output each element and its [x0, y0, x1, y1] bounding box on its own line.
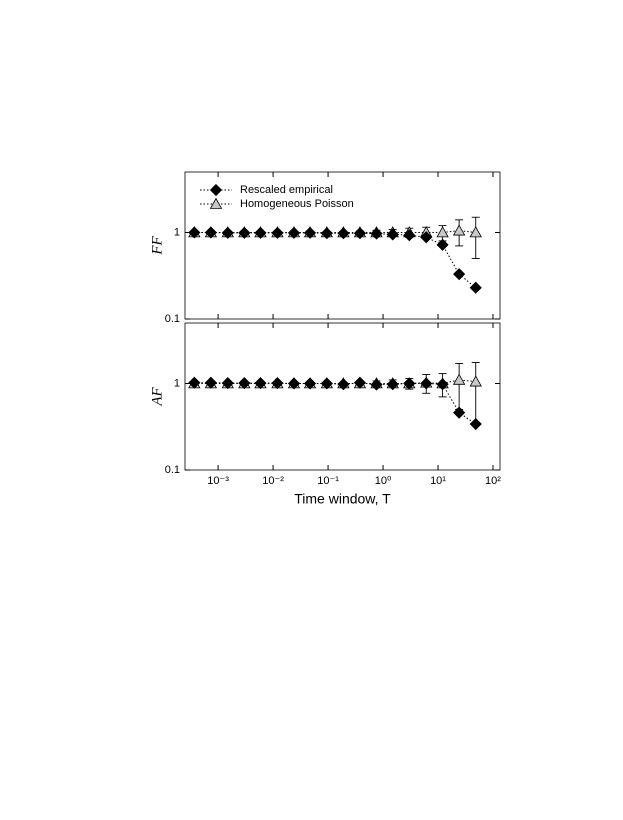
- legend-label: Homogeneous Poisson: [240, 198, 354, 210]
- diamond-marker: [453, 268, 466, 281]
- series: [188, 216, 482, 259]
- diamond-marker: [188, 226, 201, 239]
- diamond-marker: [254, 226, 267, 239]
- diamond-marker: [204, 376, 217, 389]
- diamond-marker: [221, 377, 234, 390]
- diamond-marker: [353, 376, 367, 389]
- legend-label: Rescaled empirical: [240, 184, 333, 196]
- x-tick-label: 10¹: [430, 475, 446, 487]
- diamond-marker: [209, 183, 223, 197]
- diamond-marker: [320, 377, 333, 390]
- series-line: [194, 382, 477, 425]
- diamond-marker: [436, 238, 449, 251]
- x-tick-label: 10⁰: [375, 475, 392, 487]
- x-tick-label: 10²: [485, 475, 501, 487]
- diamond-marker: [238, 377, 251, 390]
- x-tick-label: 10⁻²: [262, 475, 284, 487]
- y-tick-label: 1: [174, 226, 180, 238]
- series-line: [194, 231, 477, 289]
- diamond-marker: [353, 227, 367, 240]
- triangle-marker: [469, 226, 482, 238]
- series: [188, 226, 482, 294]
- x-tick-label: 10⁻¹: [317, 475, 339, 487]
- diamond-marker: [453, 406, 466, 419]
- y-tick-label: 1: [174, 377, 180, 389]
- diamond-marker: [303, 226, 317, 239]
- diamond-marker: [204, 226, 217, 239]
- x-axis-label: Time window, T: [294, 491, 391, 507]
- triangle-marker: [469, 375, 482, 387]
- diamond-marker: [469, 417, 482, 431]
- x-tick-label: 10⁻³: [207, 475, 229, 487]
- y-tick-label: 0.1: [165, 464, 180, 476]
- diamond-marker: [420, 377, 433, 390]
- diamond-marker: [337, 378, 350, 391]
- diamond-marker: [386, 228, 399, 241]
- plot-frame: [184, 171, 501, 320]
- diamond-marker: [287, 377, 301, 390]
- diamond-marker: [370, 227, 383, 240]
- diamond-marker: [420, 231, 433, 244]
- triangle-marker: [436, 226, 449, 238]
- diamond-marker: [271, 226, 284, 239]
- series-line: [194, 230, 476, 233]
- diamond-marker: [337, 227, 350, 240]
- triangle-marker: [209, 197, 223, 209]
- plot-frame: [184, 322, 501, 471]
- diamond-marker: [254, 377, 267, 390]
- triangle-marker: [452, 373, 466, 385]
- y-axis-label: AF: [149, 387, 165, 407]
- diamond-marker: [188, 376, 201, 389]
- series: [188, 361, 482, 424]
- diamond-marker: [403, 229, 416, 242]
- series: [188, 376, 482, 431]
- diamond-marker: [469, 281, 482, 294]
- diamond-marker: [370, 378, 383, 391]
- diamond-marker: [271, 377, 284, 390]
- diamond-marker: [403, 377, 416, 390]
- diamond-marker: [386, 378, 399, 391]
- y-tick-label: 0.1: [165, 313, 180, 325]
- diamond-marker: [221, 226, 234, 239]
- diamond-marker: [320, 227, 333, 240]
- diamond-marker: [287, 226, 301, 239]
- diamond-marker: [238, 226, 251, 239]
- diamond-marker: [303, 377, 317, 390]
- triangle-marker: [452, 224, 466, 236]
- diamond-marker: [436, 378, 449, 391]
- y-axis-label: FF: [149, 236, 165, 256]
